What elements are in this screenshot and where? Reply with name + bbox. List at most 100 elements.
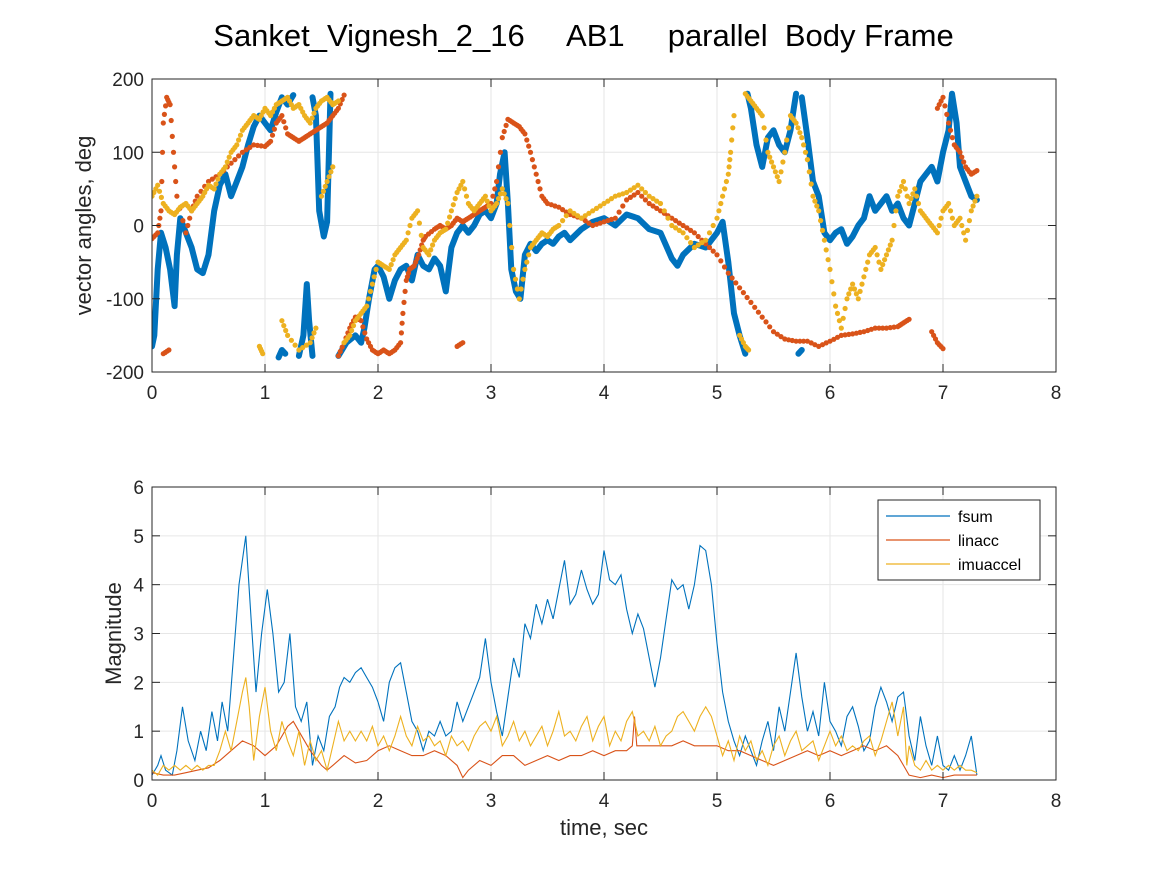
data-point	[729, 275, 735, 281]
data-point	[526, 143, 532, 149]
data-point	[416, 252, 422, 258]
data-point	[405, 230, 411, 236]
data-point	[516, 296, 522, 302]
data-point	[183, 230, 189, 236]
data-point	[627, 187, 634, 193]
data-point	[946, 200, 952, 207]
data-point	[908, 196, 914, 202]
data-point	[737, 285, 743, 291]
data-point	[730, 125, 736, 131]
data-point	[959, 154, 965, 160]
data-point	[586, 210, 592, 216]
data-point	[211, 186, 217, 192]
data-point	[635, 189, 641, 196]
data-point	[398, 340, 404, 346]
data-point	[279, 113, 285, 119]
data-point	[590, 208, 596, 214]
data-point	[891, 222, 897, 229]
series-linacc	[152, 92, 980, 359]
data-point	[814, 203, 820, 209]
x-tick-label: 2	[373, 383, 384, 404]
y-tick-label: 0	[133, 771, 144, 792]
data-point	[763, 137, 769, 143]
data-point	[680, 222, 686, 229]
data-point	[486, 203, 492, 209]
data-point	[797, 130, 803, 136]
data-point	[706, 244, 713, 251]
data-point	[902, 186, 908, 192]
data-point	[669, 222, 675, 229]
data-point	[285, 332, 291, 338]
data-point	[358, 318, 364, 324]
data-point	[876, 325, 882, 331]
x-tick-label: 6	[825, 383, 836, 404]
data-point	[714, 252, 720, 258]
data-point	[691, 244, 698, 251]
data-point	[168, 117, 174, 124]
data-point	[863, 266, 869, 272]
data-point	[222, 164, 228, 170]
data-point	[155, 182, 161, 188]
data-point	[968, 208, 974, 214]
data-point	[944, 111, 950, 117]
data-point	[840, 315, 846, 321]
data-point	[961, 230, 967, 236]
data-point	[616, 209, 622, 215]
data-point	[720, 193, 726, 199]
data-point	[560, 207, 566, 213]
data-point	[213, 181, 219, 187]
data-point	[522, 266, 528, 272]
legend: fsum linacc imuaccel	[877, 499, 1041, 581]
data-point	[780, 159, 786, 165]
data-point	[571, 210, 577, 216]
data-point	[893, 208, 899, 214]
data-point	[296, 347, 302, 353]
data-point	[673, 218, 679, 224]
data-point	[914, 193, 920, 199]
y-tick-label: -100	[106, 290, 144, 311]
data-point	[714, 215, 720, 221]
data-point	[855, 296, 861, 302]
data-point	[484, 198, 490, 204]
series-line-segment	[295, 281, 316, 359]
data-point	[386, 266, 392, 272]
y-axis-label: Magnitude	[101, 582, 126, 685]
data-point	[836, 318, 843, 324]
data-point	[688, 240, 694, 246]
data-point	[173, 178, 179, 185]
data-point	[774, 331, 780, 337]
data-point	[328, 169, 334, 175]
data-point	[527, 149, 534, 155]
data-point	[793, 120, 799, 126]
data-point	[608, 196, 615, 202]
data-point	[288, 337, 294, 343]
data-point	[237, 132, 244, 138]
data-point	[676, 220, 682, 226]
data-point	[341, 92, 347, 98]
x-axis-label: time, sec	[560, 815, 648, 840]
legend-entry: linacc	[958, 533, 999, 550]
data-point	[236, 137, 242, 143]
data-point	[463, 193, 470, 199]
data-point	[846, 331, 852, 337]
data-point	[733, 280, 739, 286]
data-point	[157, 215, 163, 221]
data-point	[309, 115, 315, 121]
data-point	[428, 247, 434, 253]
data-point	[676, 227, 682, 233]
data-point	[972, 198, 978, 204]
data-point	[876, 259, 882, 265]
data-point	[281, 119, 287, 125]
data-layer	[152, 90, 980, 361]
data-point	[582, 218, 588, 224]
data-point	[964, 227, 971, 233]
data-point	[597, 203, 603, 209]
data-point	[865, 259, 871, 265]
data-point	[793, 338, 799, 344]
data-point	[401, 299, 407, 305]
data-point	[725, 171, 731, 177]
x-tick-label: 7	[938, 383, 949, 404]
data-point	[612, 215, 618, 221]
data-point	[320, 188, 326, 194]
data-point	[878, 266, 884, 272]
